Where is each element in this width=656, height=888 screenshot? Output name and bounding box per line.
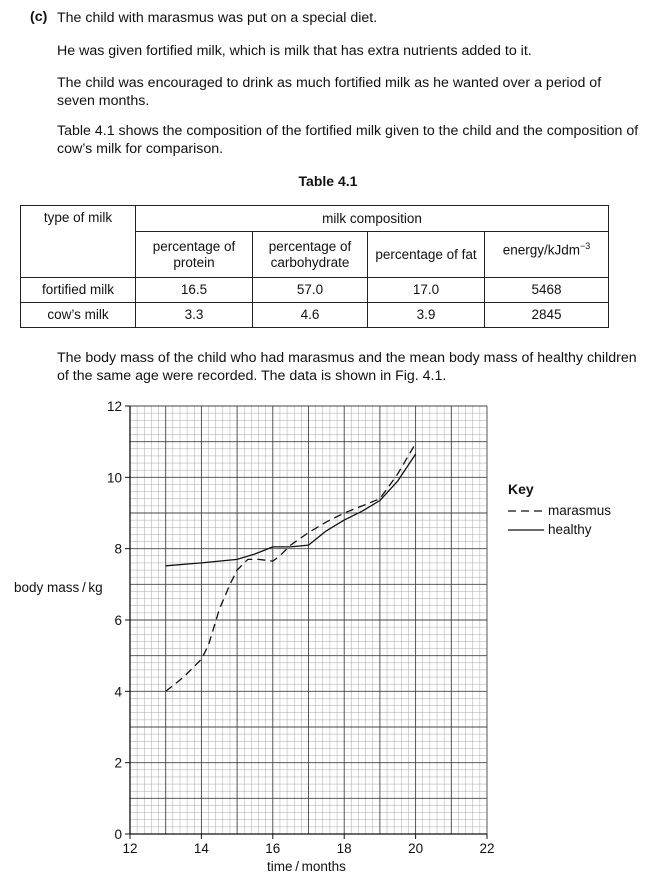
row-type: fortified milk (20, 277, 136, 303)
row-carb: 4.6 (252, 302, 368, 328)
y-tick-label: 12 (107, 399, 122, 414)
y-axis-label: body mass / kg (14, 580, 103, 595)
row-fat: 3.9 (367, 302, 485, 328)
question-para-4: The body mass of the child who had maras… (57, 350, 637, 384)
y-tick-label: 2 (114, 756, 122, 771)
y-tick-label: 10 (107, 470, 122, 485)
fat-header: percentage of fat (367, 231, 485, 278)
y-tick-label: 4 (114, 684, 122, 699)
milk-composition-table: type of milk milk composition percentage… (20, 205, 609, 328)
y-tick-label: 8 (114, 542, 122, 557)
legend-label-healthy: healthy (548, 522, 592, 537)
row-energy: 2845 (484, 302, 609, 328)
table-caption: Table 4.1 (298, 173, 358, 189)
chart-series (165, 443, 417, 692)
y-tick-label: 0 (114, 827, 122, 842)
legend-item-marasmus: marasmus (508, 501, 611, 520)
legend-solid-line-icon (508, 528, 544, 531)
legend-title: Key (508, 481, 534, 497)
legend-item-healthy: healthy (508, 520, 611, 539)
chart-tick-labels: 12 14 16 18 20 22 0 2 4 6 8 10 12 (107, 399, 495, 856)
x-tick-label: 16 (265, 841, 280, 856)
y-tick-label: 6 (114, 613, 122, 628)
energy-header-unit: energy/kJdm (502, 242, 581, 258)
question-para-3: Table 4.1 shows the composition of the f… (57, 123, 639, 157)
table-row: cow’s milk 3.3 4.6 3.9 2845 (20, 302, 609, 328)
legend-label-marasmus: marasmus (548, 503, 612, 518)
row-fat: 17.0 (367, 277, 485, 303)
question-label: (c) (30, 9, 48, 25)
x-tick-label: 22 (479, 841, 494, 856)
row-protein: 3.3 (135, 302, 253, 328)
energy-header-exponent: −3 (580, 241, 591, 251)
x-tick-label: 20 (408, 841, 423, 856)
series-line-marasmus (165, 443, 417, 692)
x-axis-label: time / months (267, 859, 346, 874)
x-tick-label: 18 (337, 841, 352, 856)
carbohydrate-header: percentage of carbohydrate (252, 231, 368, 278)
question-para-1: He was given fortified milk, which is mi… (57, 43, 532, 59)
x-tick-label: 14 (194, 841, 210, 856)
series-line-healthy (165, 453, 417, 567)
question-para-2: The child was encouraged to drink as muc… (57, 75, 602, 109)
row-carb: 57.0 (252, 277, 368, 303)
chart-legend: Key marasmus healthy (508, 481, 611, 539)
question-intro: The child with marasmus was put on a spe… (57, 10, 378, 26)
legend-dashed-line-icon (508, 509, 544, 512)
table-row: fortified milk 16.5 57.0 17.0 5468 (20, 277, 609, 303)
x-tick-label: 12 (122, 841, 137, 856)
